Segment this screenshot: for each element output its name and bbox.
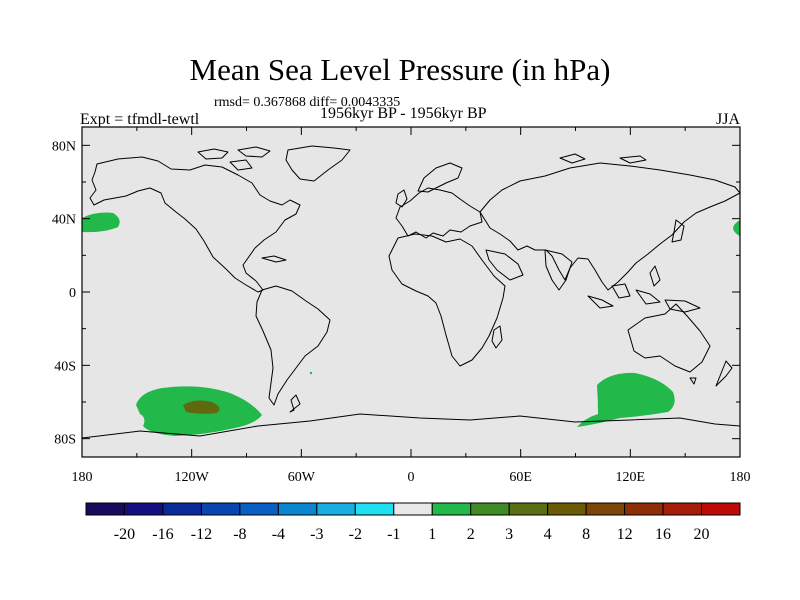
colorbar-swatch bbox=[470, 502, 510, 516]
lon-label: 120E bbox=[616, 470, 646, 485]
lon-label: 180 bbox=[730, 470, 751, 485]
lon-label: 60W bbox=[288, 470, 316, 485]
colorbar-label: 16 bbox=[655, 526, 671, 543]
lat-label: 40N bbox=[52, 213, 76, 228]
lon-label: 60E bbox=[509, 470, 532, 485]
colorbar-label: -16 bbox=[152, 526, 173, 543]
anomaly-south-pacific-core bbox=[183, 400, 220, 414]
latitude-axis: 80N 40N 0 40S 80S bbox=[52, 139, 740, 448]
colorbar-label: 20 bbox=[694, 526, 710, 543]
colorbar-swatch bbox=[431, 502, 472, 516]
colorbar-swatch bbox=[162, 502, 202, 516]
colorbar-swatch bbox=[701, 502, 741, 516]
colorbar-swatch bbox=[624, 502, 664, 516]
stats-label: rmsd= 0.367868 diff= 0.0043335 bbox=[214, 95, 401, 110]
lon-label: 180 bbox=[72, 470, 93, 485]
season-label: JJA bbox=[715, 111, 740, 128]
anomaly-speck bbox=[309, 371, 313, 375]
colorbar-swatch bbox=[547, 502, 587, 516]
lat-label: 40S bbox=[54, 359, 76, 374]
colorbar-swatch bbox=[277, 502, 318, 516]
coastlines bbox=[81, 145, 741, 439]
colorbar-label: 3 bbox=[505, 526, 513, 543]
page-title: Mean Sea Level Pressure (in hPa) bbox=[189, 52, 611, 87]
lon-label: 0 bbox=[408, 470, 415, 485]
longitude-axis: 180 120W 60W 0 60E 120E 180 bbox=[72, 127, 751, 485]
lat-label: 0 bbox=[69, 286, 76, 301]
colorbar-swatch bbox=[239, 502, 279, 516]
colorbar-label: -4 bbox=[272, 526, 285, 543]
period-label: 1956kyr BP - 1956kyr BP bbox=[320, 105, 487, 122]
colorbar-label: -8 bbox=[233, 526, 246, 543]
colorbar-label: -20 bbox=[114, 526, 135, 543]
lat-label: 80S bbox=[54, 433, 76, 448]
colorbar-swatch bbox=[85, 502, 125, 516]
colorbar-label: -3 bbox=[310, 526, 323, 543]
colorbar-swatch bbox=[508, 502, 549, 516]
lat-label: 80N bbox=[52, 139, 76, 154]
colorbar-label: -2 bbox=[349, 526, 362, 543]
colorbar-swatch bbox=[354, 502, 395, 516]
colorbar-swatch bbox=[123, 502, 164, 516]
colorbar-label: 4 bbox=[544, 526, 552, 543]
colorbar-swatch bbox=[662, 502, 703, 516]
anomaly-regions bbox=[82, 212, 740, 436]
anomaly-north-pacific-east bbox=[733, 220, 740, 236]
colorbar-swatch bbox=[585, 502, 626, 516]
colorbar: -20 -16 -12 -8 -4 -3 -2 -1 1 2 3 4 8 12 16 20 bbox=[85, 502, 741, 543]
lon-label: 120W bbox=[175, 470, 210, 485]
colorbar-label: 2 bbox=[467, 526, 475, 543]
colorbar-label: -1 bbox=[387, 526, 400, 543]
colorbar-label: 8 bbox=[582, 526, 590, 543]
anomaly-south-indian bbox=[577, 372, 675, 427]
colorbar-swatch bbox=[393, 502, 433, 516]
anomaly-north-pacific-west bbox=[82, 212, 120, 233]
colorbar-swatch bbox=[200, 502, 241, 516]
experiment-label: Expt = tfmdl-tewtl bbox=[80, 111, 200, 128]
colorbar-label: -12 bbox=[191, 526, 212, 543]
colorbar-label: 1 bbox=[428, 526, 436, 543]
colorbar-label: 12 bbox=[617, 526, 633, 543]
colorbar-swatch bbox=[316, 502, 356, 516]
